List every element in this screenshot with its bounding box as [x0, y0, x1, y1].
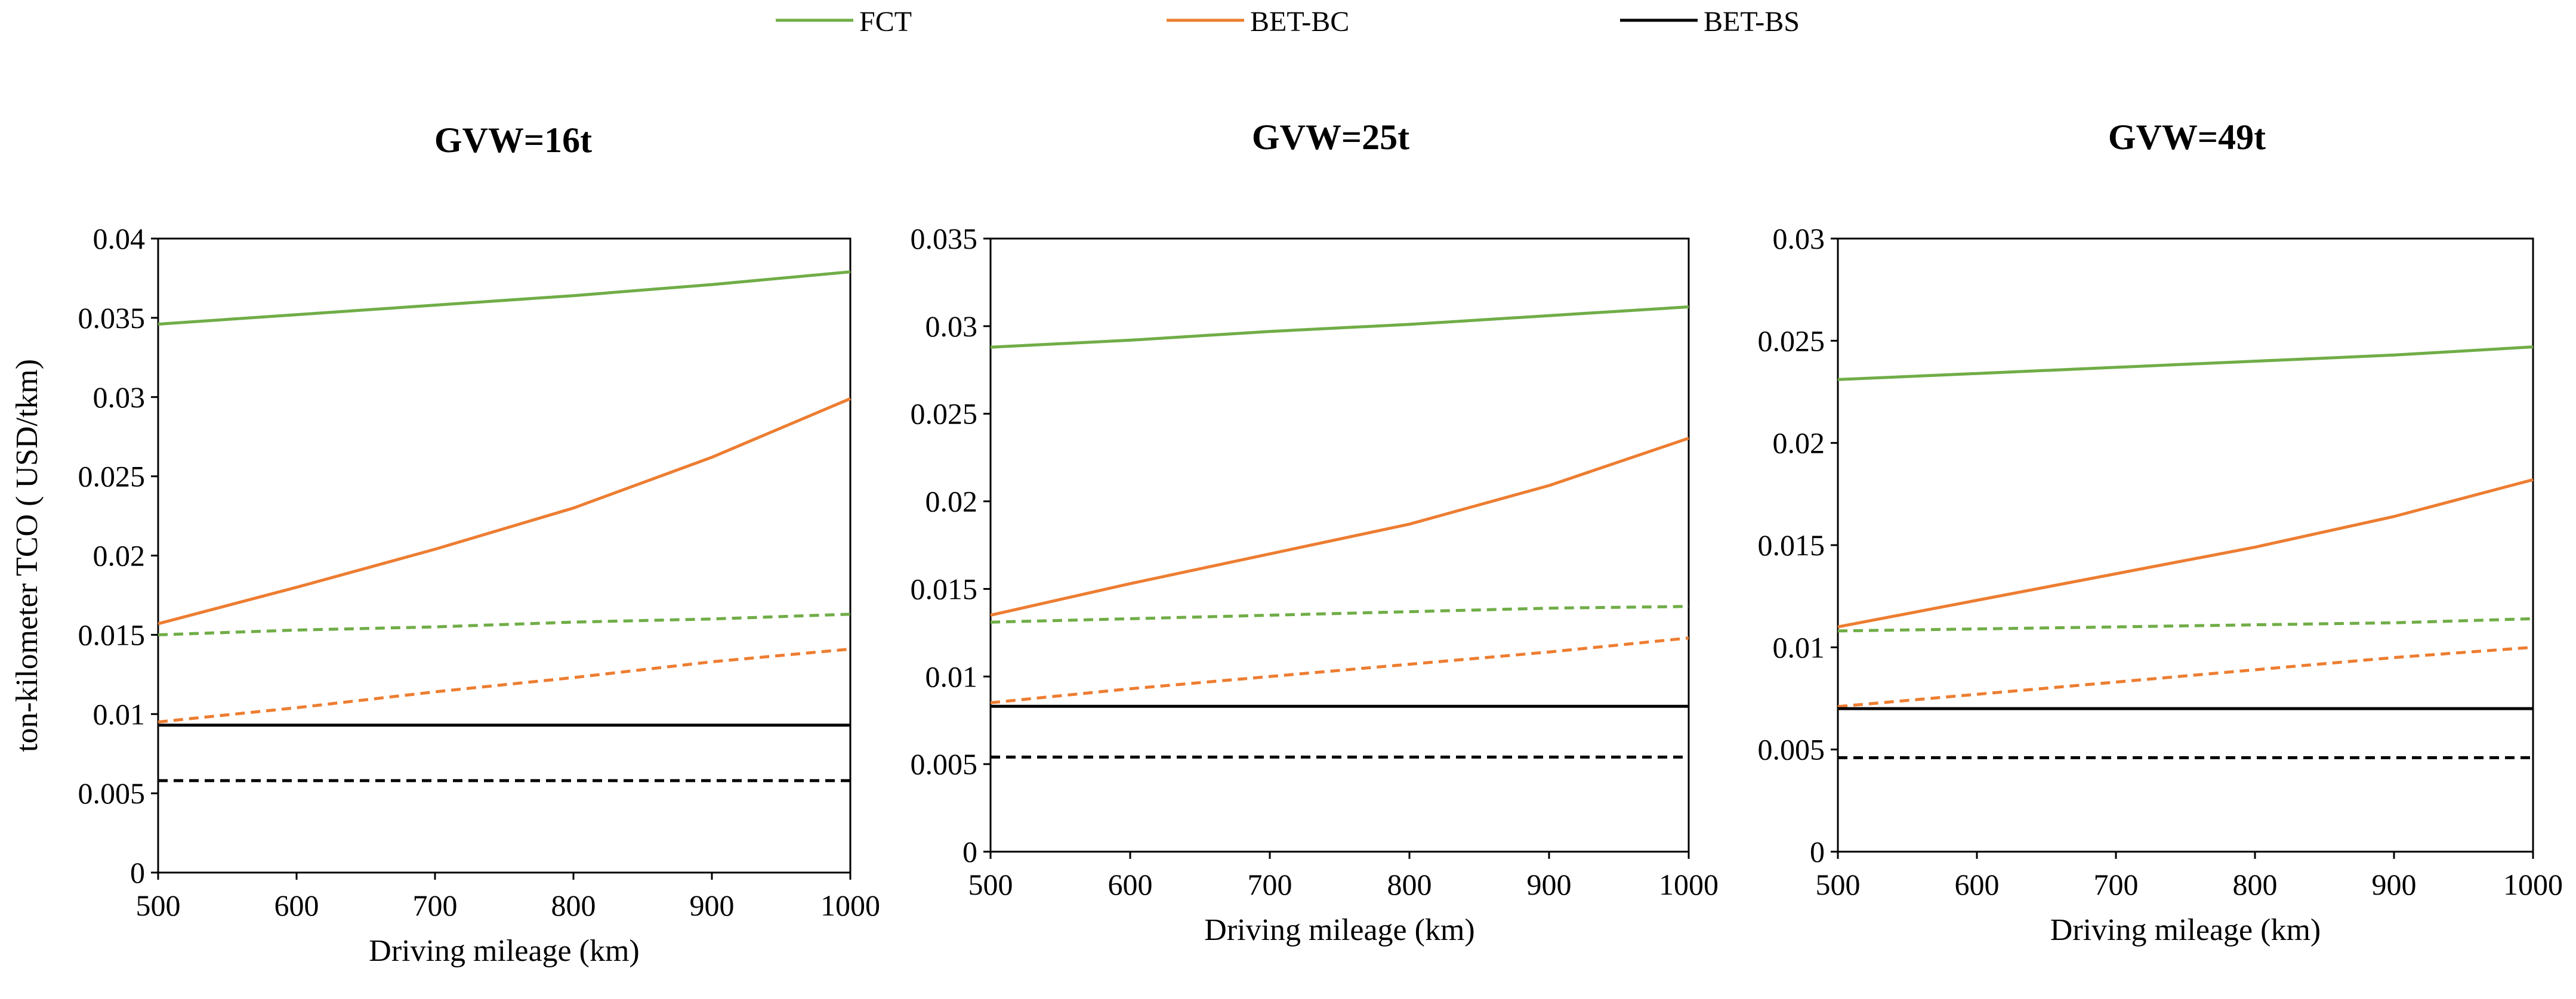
plot-area-frame: [157, 237, 852, 874]
x-tick-label: 500: [1816, 868, 1861, 901]
y-tick-label: 0.015: [911, 572, 978, 605]
x-tick-label: 1000: [2503, 868, 2563, 901]
chart-title: GVW=49t: [2108, 117, 2266, 157]
x-tick-label: 700: [2094, 868, 2139, 901]
y-tick-label: 0.02: [1773, 426, 1825, 460]
x-tick-label: 600: [274, 889, 319, 922]
x-axis-label: Driving mileage (km): [369, 934, 639, 968]
x-tick-label: 800: [551, 889, 596, 922]
chart-panel-3: GVW=49t 0 0.005 0.01 0.015 0.02 0.025 0.03 500 60…: [1758, 117, 2563, 947]
y-tick-label: 0.025: [1758, 324, 1825, 357]
y-tick-label: 0.04: [93, 222, 146, 255]
x-axis-label: Driving mileage (km): [2050, 913, 2321, 947]
x-tick-label: 900: [2372, 868, 2417, 901]
x-tick-label: 600: [1955, 868, 2000, 901]
y-tick-label: 0.005: [78, 777, 146, 810]
x-tick-label: 700: [413, 889, 458, 922]
y-tick-label: 0.03: [93, 381, 146, 414]
chart-title: GVW=25t: [1252, 117, 1409, 157]
x-tick-label: 600: [1108, 868, 1153, 901]
series-line-fct-dashed: [158, 613, 851, 636]
x-tick-label: 700: [1248, 868, 1292, 901]
series-line-bet-bc-dashed: [990, 636, 1689, 704]
plot-area-frame: [989, 237, 1690, 853]
series-line-fct-solid: [158, 270, 851, 326]
series-line-fct-solid: [990, 305, 1689, 349]
legend-item-bet-bc: BET-BC: [1167, 6, 1349, 38]
series-line-bet-bc-solid: [1837, 478, 2534, 629]
series-line-fct-dashed: [1837, 617, 2534, 633]
y-tick-label: 0.015: [1758, 528, 1825, 562]
x-tick-label: 900: [1527, 868, 1572, 901]
chart-panel-1: GVW=16t 0 0.005 0.01 0.015 0.02 0.025 0.03 0.035…: [10, 120, 880, 968]
y-tick-label: 0.01: [93, 697, 146, 731]
y-tick-label: 0.03: [925, 310, 978, 343]
x-tick-label: 800: [1387, 868, 1432, 901]
y-tick-label: 0.02: [93, 539, 146, 573]
legend-item-fct: FCT: [776, 6, 912, 38]
chart-title: GVW=16t: [434, 120, 592, 160]
series-line-bet-bc-solid: [990, 437, 1689, 617]
y-tick-label: 0.025: [78, 460, 146, 493]
y-axis-label: ton-kilometer TCO ( USD/tkm): [10, 359, 44, 752]
x-tick-label: 800: [2233, 868, 2278, 901]
x-tick-label: 1000: [820, 889, 880, 922]
y-tick-label: 0: [130, 856, 145, 889]
y-tick-label: 0.035: [911, 222, 978, 255]
legend: FCT BET-BC BET-BS: [776, 6, 1800, 38]
series-line-bet-bc-dashed: [1837, 645, 2534, 709]
chart-panel-2: GVW=25t 0 0.005 0.01 0.015 0.02 0.025 0.03 0.035…: [911, 117, 1719, 947]
x-tick-label: 500: [136, 889, 181, 922]
series-line-fct-dashed: [990, 605, 1689, 624]
series-line-bet-bc-solid: [158, 397, 851, 626]
series-line-fct-solid: [1837, 345, 2534, 381]
chart-panels: GVW=16t00.0050.010.0150.020.0250.030.035…: [10, 117, 2563, 968]
series-line-bet-bc-dashed: [158, 647, 851, 723]
x-tick-label: 500: [968, 868, 1013, 901]
legend-label-bet-bs: BET-BS: [1704, 6, 1800, 38]
legend-label-fct: FCT: [859, 6, 912, 38]
y-tick-label: 0: [962, 835, 977, 868]
y-tick-label: 0: [1810, 835, 1825, 868]
y-tick-label: 0.01: [925, 660, 978, 693]
y-tick-label: 0.02: [925, 485, 978, 518]
plot-area-frame: [1837, 237, 2534, 853]
x-tick-label: 900: [690, 889, 735, 922]
legend-label-bet-bc: BET-BC: [1250, 6, 1349, 38]
y-tick-label: 0.01: [1773, 630, 1825, 664]
y-tick-label: 0.005: [1758, 733, 1825, 766]
y-tick-label: 0.015: [78, 618, 146, 651]
x-tick-label: 1000: [1659, 868, 1719, 901]
y-tick-label: 0.03: [1773, 222, 1825, 255]
y-tick-label: 0.025: [911, 397, 978, 431]
x-axis-label: Driving mileage (km): [1204, 913, 1474, 947]
y-tick-label: 0.005: [911, 747, 978, 781]
legend-item-bet-bs: BET-BS: [1620, 6, 1800, 38]
y-tick-label: 0.035: [78, 301, 146, 335]
